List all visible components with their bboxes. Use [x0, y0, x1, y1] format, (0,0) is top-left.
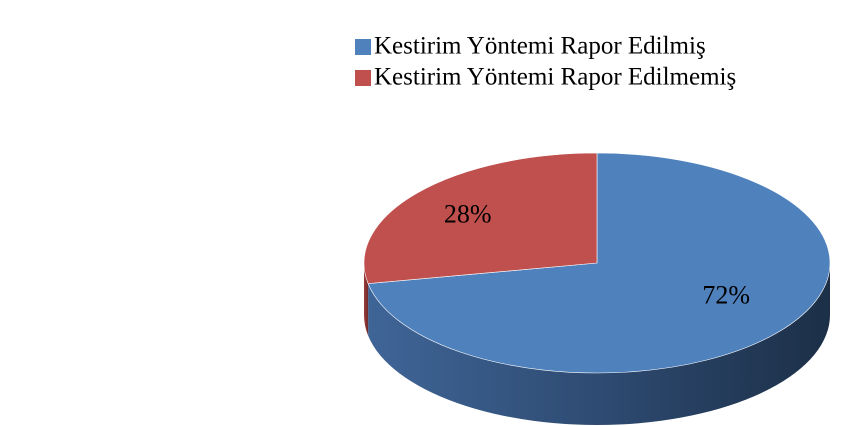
data-label: 28% [444, 199, 492, 228]
pie-side [368, 263, 830, 426]
legend-label: Kestirim Yöntemi Rapor Edilmemiş [374, 64, 736, 91]
legend-label: Kestirim Yöntemi Rapor Edilmiş [374, 33, 706, 60]
legend-swatch [355, 39, 371, 55]
data-label: 72% [702, 281, 750, 310]
pie-slice [363, 152, 598, 284]
pie-slice [367, 152, 831, 374]
legend-swatch [355, 70, 371, 86]
